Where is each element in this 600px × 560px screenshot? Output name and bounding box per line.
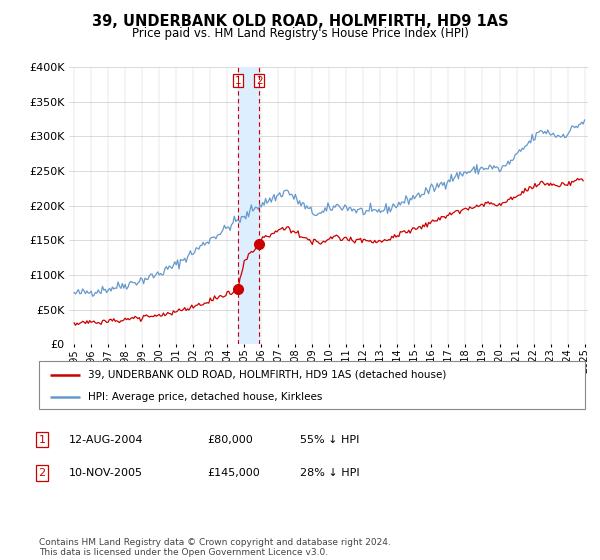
Text: 2: 2	[38, 468, 46, 478]
Text: 1: 1	[38, 435, 46, 445]
Text: £145,000: £145,000	[207, 468, 260, 478]
Text: £80,000: £80,000	[207, 435, 253, 445]
Text: HPI: Average price, detached house, Kirklees: HPI: Average price, detached house, Kirk…	[88, 392, 323, 402]
Text: 39, UNDERBANK OLD ROAD, HOLMFIRTH, HD9 1AS (detached house): 39, UNDERBANK OLD ROAD, HOLMFIRTH, HD9 1…	[88, 370, 446, 380]
Text: 28% ↓ HPI: 28% ↓ HPI	[300, 468, 359, 478]
Text: 12-AUG-2004: 12-AUG-2004	[69, 435, 143, 445]
Text: Price paid vs. HM Land Registry's House Price Index (HPI): Price paid vs. HM Land Registry's House …	[131, 27, 469, 40]
Text: 2: 2	[256, 76, 262, 86]
Text: 39, UNDERBANK OLD ROAD, HOLMFIRTH, HD9 1AS: 39, UNDERBANK OLD ROAD, HOLMFIRTH, HD9 1…	[92, 14, 508, 29]
FancyBboxPatch shape	[39, 361, 585, 409]
Text: 10-NOV-2005: 10-NOV-2005	[69, 468, 143, 478]
Text: 1: 1	[235, 76, 241, 86]
Text: 55% ↓ HPI: 55% ↓ HPI	[300, 435, 359, 445]
Bar	[238, 67, 259, 344]
Text: Contains HM Land Registry data © Crown copyright and database right 2024.
This d: Contains HM Land Registry data © Crown c…	[39, 538, 391, 557]
